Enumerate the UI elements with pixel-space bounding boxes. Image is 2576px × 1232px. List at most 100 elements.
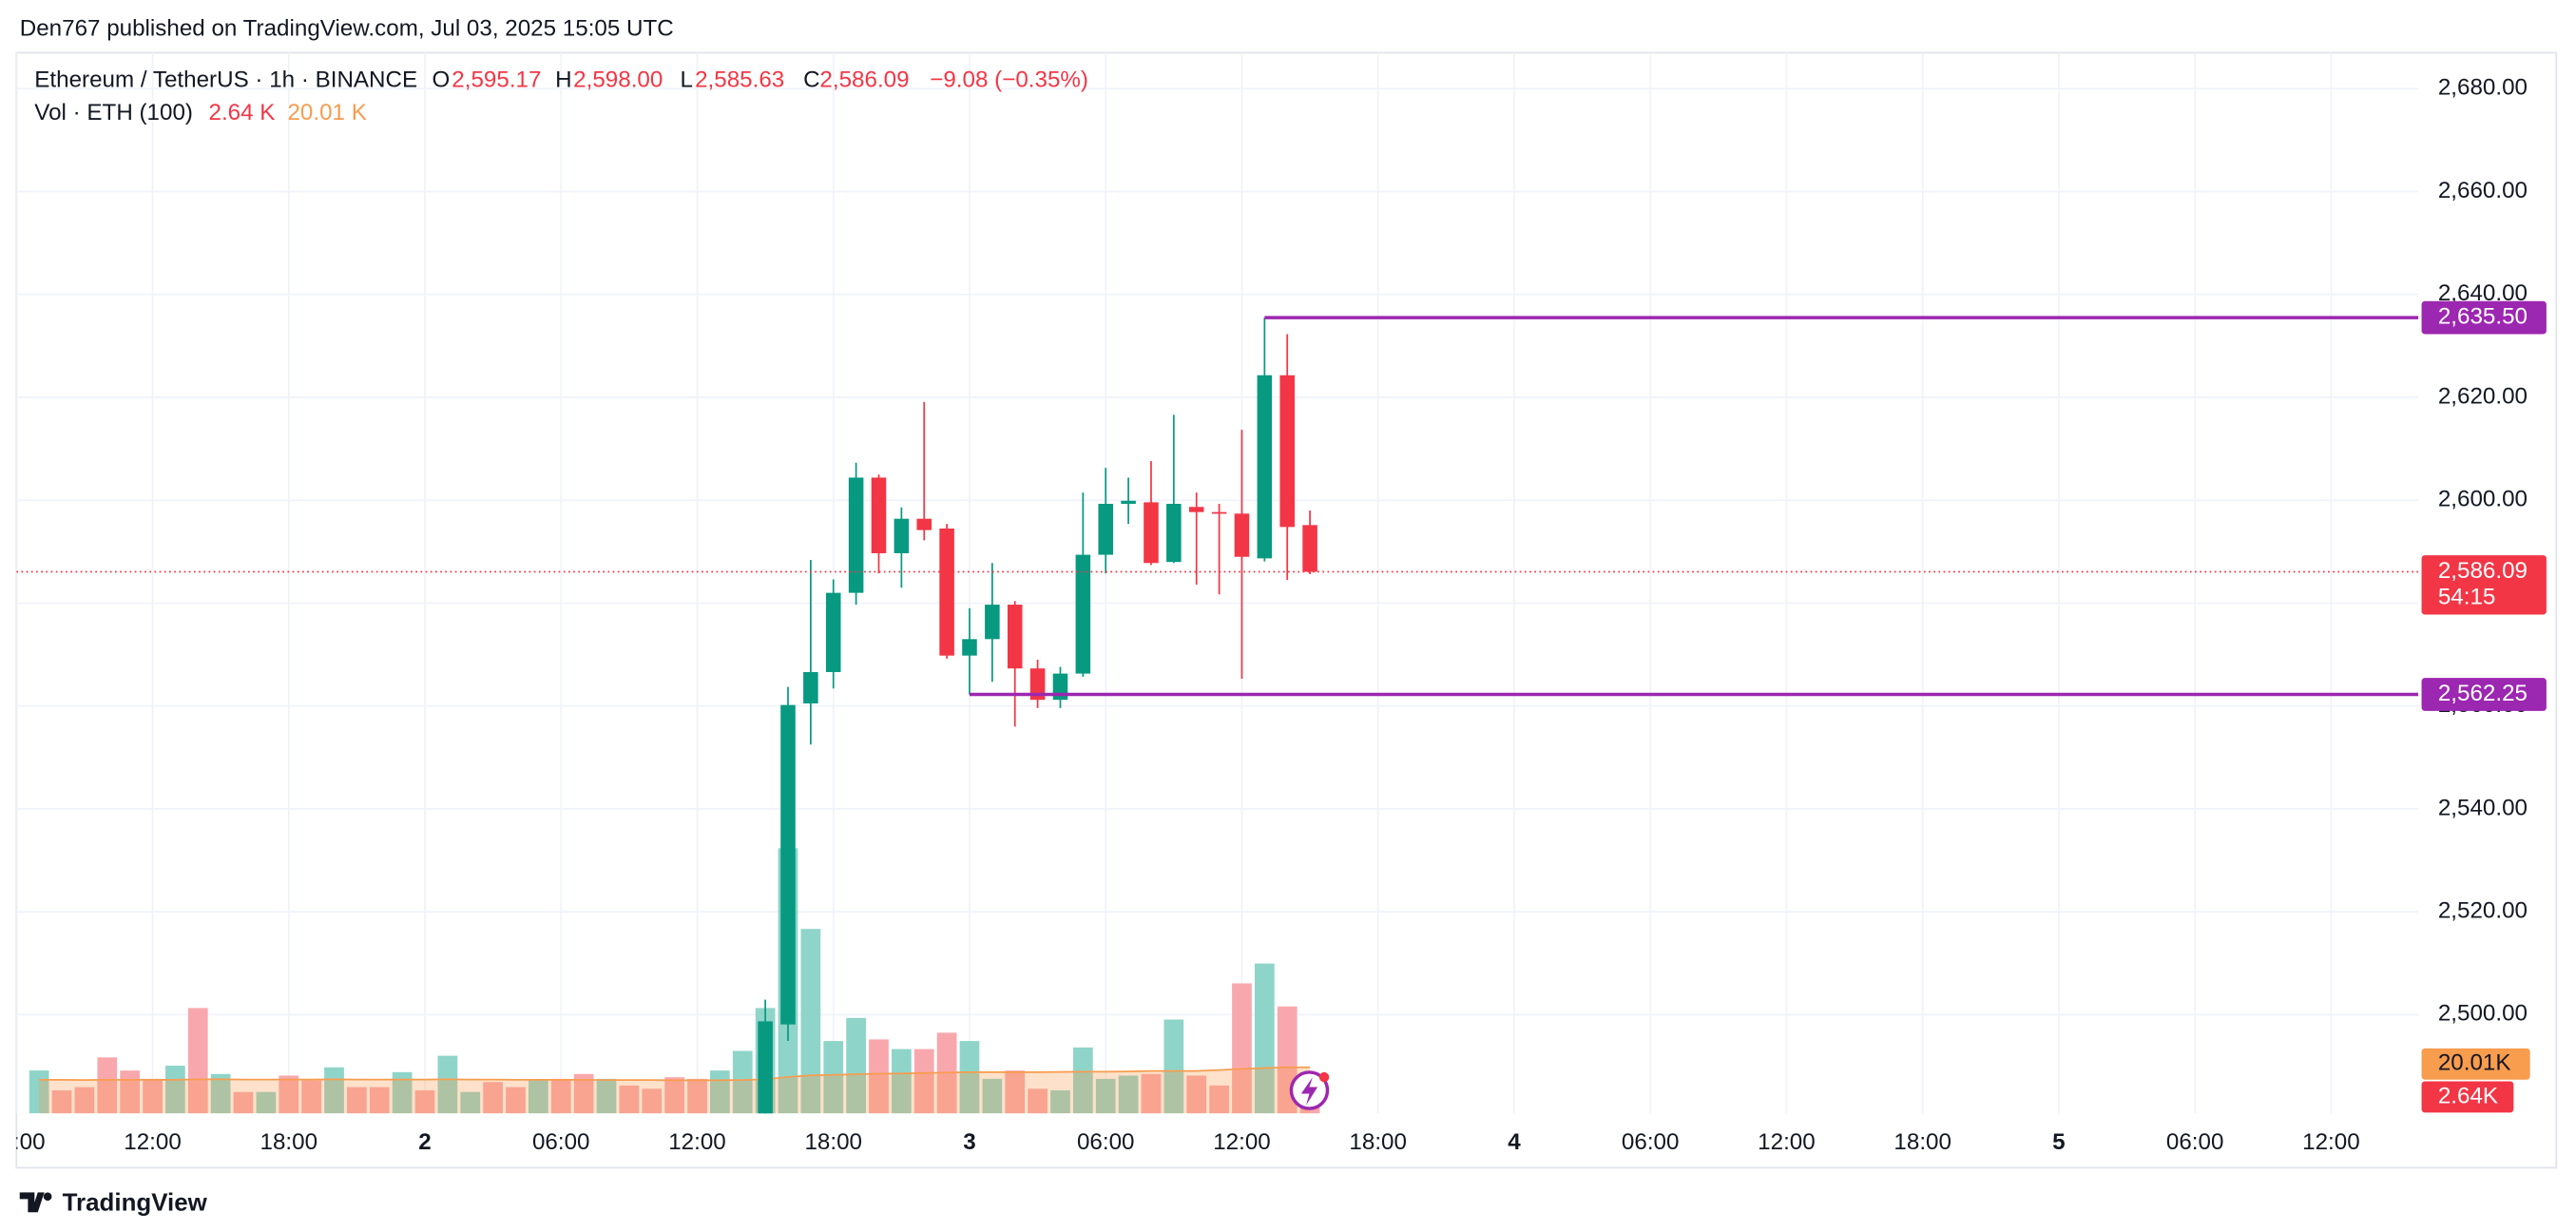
volume-bar xyxy=(460,1091,481,1114)
volume-bar xyxy=(869,1039,889,1114)
chart-frame xyxy=(15,51,2558,1169)
x-tick-label: 18:00 xyxy=(1349,1129,1407,1155)
volume-bar xyxy=(279,1075,299,1114)
volume-bar xyxy=(846,1017,866,1114)
volume-bar xyxy=(1050,1089,1070,1114)
y-tick-label: 2,680.00 xyxy=(2438,75,2528,101)
x-tick-label: 12:00 xyxy=(1758,1129,1816,1155)
volume-bar xyxy=(437,1055,458,1114)
volume-bar xyxy=(74,1087,95,1114)
x-tick-label: 06:00 xyxy=(1077,1129,1135,1155)
volume-bar xyxy=(709,1070,730,1114)
ohlc-value: 2,598.00 xyxy=(573,67,663,92)
candle-body xyxy=(962,639,977,656)
candle-body xyxy=(1166,504,1182,563)
candle-body xyxy=(780,704,796,1025)
volume-tag xyxy=(2421,1081,2514,1113)
candle-body xyxy=(825,592,841,672)
x-tick-label: 12:00 xyxy=(124,1129,182,1155)
candle-body xyxy=(848,477,864,593)
volume-bar xyxy=(1141,1073,1162,1114)
volume-title: Vol · ETH (100) xyxy=(34,100,193,125)
volume-bar xyxy=(392,1071,413,1114)
candle-body xyxy=(803,671,818,703)
volume-bar xyxy=(664,1077,684,1114)
volume-bar xyxy=(1118,1075,1139,1114)
volume-bar xyxy=(687,1078,707,1114)
x-tick-label: 18:00 xyxy=(260,1129,318,1155)
candle-body xyxy=(1098,504,1114,555)
candle-body xyxy=(1188,507,1204,512)
countdown-label: 54:15 xyxy=(2438,585,2496,610)
volume-bar xyxy=(982,1078,1003,1114)
ohlc-key: C xyxy=(803,67,819,92)
volume-ma-value: 20.01 K xyxy=(287,100,366,125)
volume-bar xyxy=(120,1070,141,1114)
volume-bar xyxy=(165,1066,185,1114)
x-tick-label: 3 xyxy=(963,1129,975,1155)
x-tick-label: 2 xyxy=(418,1129,431,1155)
candle-body xyxy=(916,518,932,530)
volume-bar xyxy=(301,1080,322,1114)
volume-bar xyxy=(529,1080,548,1114)
volume-bar xyxy=(823,1041,844,1114)
volume-bar xyxy=(256,1091,277,1114)
y-tick-label: 2,520.00 xyxy=(2438,898,2528,924)
volume-bar xyxy=(187,1008,208,1114)
volume-bar xyxy=(1209,1085,1229,1114)
volume-bar xyxy=(1163,1019,1184,1114)
x-tick-label: 18:00 xyxy=(804,1129,862,1155)
level-tag xyxy=(2421,300,2547,335)
change: −9.08 (−0.35%) xyxy=(930,67,1088,92)
volume-bar xyxy=(369,1087,390,1114)
symbol: Ethereum / TetherUS · 1h · BINANCE xyxy=(34,67,417,92)
candle-body xyxy=(1075,554,1091,674)
x-tick-label: 06:00 xyxy=(2166,1129,2224,1155)
volume-bar xyxy=(913,1049,934,1114)
level-tag xyxy=(2421,678,2547,711)
volume-bar xyxy=(143,1078,163,1114)
candle-body xyxy=(1279,375,1295,528)
volume-value: 2.64 K xyxy=(208,100,275,125)
volume-bar xyxy=(210,1073,231,1114)
volume-bar xyxy=(959,1041,980,1114)
x-tick-label: 5 xyxy=(2052,1129,2065,1155)
volume-bar xyxy=(233,1091,254,1114)
candle-body xyxy=(758,1021,773,1114)
ohlc-value: 2,586.09 xyxy=(819,67,909,92)
level-tag-label: 2,562.25 xyxy=(2438,681,2528,706)
volume-bar xyxy=(732,1050,753,1114)
volume-tag xyxy=(2421,1048,2530,1080)
x-tick-label: 06:00 xyxy=(532,1129,590,1155)
y-tick-label: 2,620.00 xyxy=(2438,383,2528,409)
candle-body xyxy=(939,528,954,656)
volume-tag-label: 2.64K xyxy=(2438,1083,2498,1108)
y-tick-label: 2,660.00 xyxy=(2438,178,2528,203)
x-tick-label: 12:00 xyxy=(668,1129,726,1155)
candle-body xyxy=(894,518,910,553)
volume-bar xyxy=(51,1089,72,1114)
candle-body xyxy=(871,477,887,553)
y-tick-label: 2,500.00 xyxy=(2438,1001,2528,1027)
ohlc-key: H xyxy=(555,67,571,92)
volume-bar xyxy=(29,1070,49,1114)
candle-body xyxy=(985,605,1000,640)
volume-bar xyxy=(619,1085,640,1114)
y-tick-label: 2,540.00 xyxy=(2438,795,2528,820)
x-tick-label: 12:00 xyxy=(1213,1129,1271,1155)
alert-icon xyxy=(1289,1070,1330,1110)
volume-bar xyxy=(1186,1075,1207,1114)
volume-bar xyxy=(1299,1107,1320,1114)
ohlc-value: 2,585.63 xyxy=(695,67,784,92)
level-tag-label: 2,635.50 xyxy=(2438,303,2528,329)
y-tick-label: 2,600.00 xyxy=(2438,487,2528,512)
volume-bar xyxy=(1072,1047,1093,1114)
volume-bar xyxy=(550,1078,571,1114)
x-tick-label: 06:00 xyxy=(0,1129,46,1155)
brand-logo xyxy=(19,1192,52,1213)
volume-bar xyxy=(1095,1078,1116,1114)
volume-bar xyxy=(1005,1070,1026,1114)
volume-bar xyxy=(414,1089,435,1114)
volume-bar xyxy=(1254,963,1275,1114)
